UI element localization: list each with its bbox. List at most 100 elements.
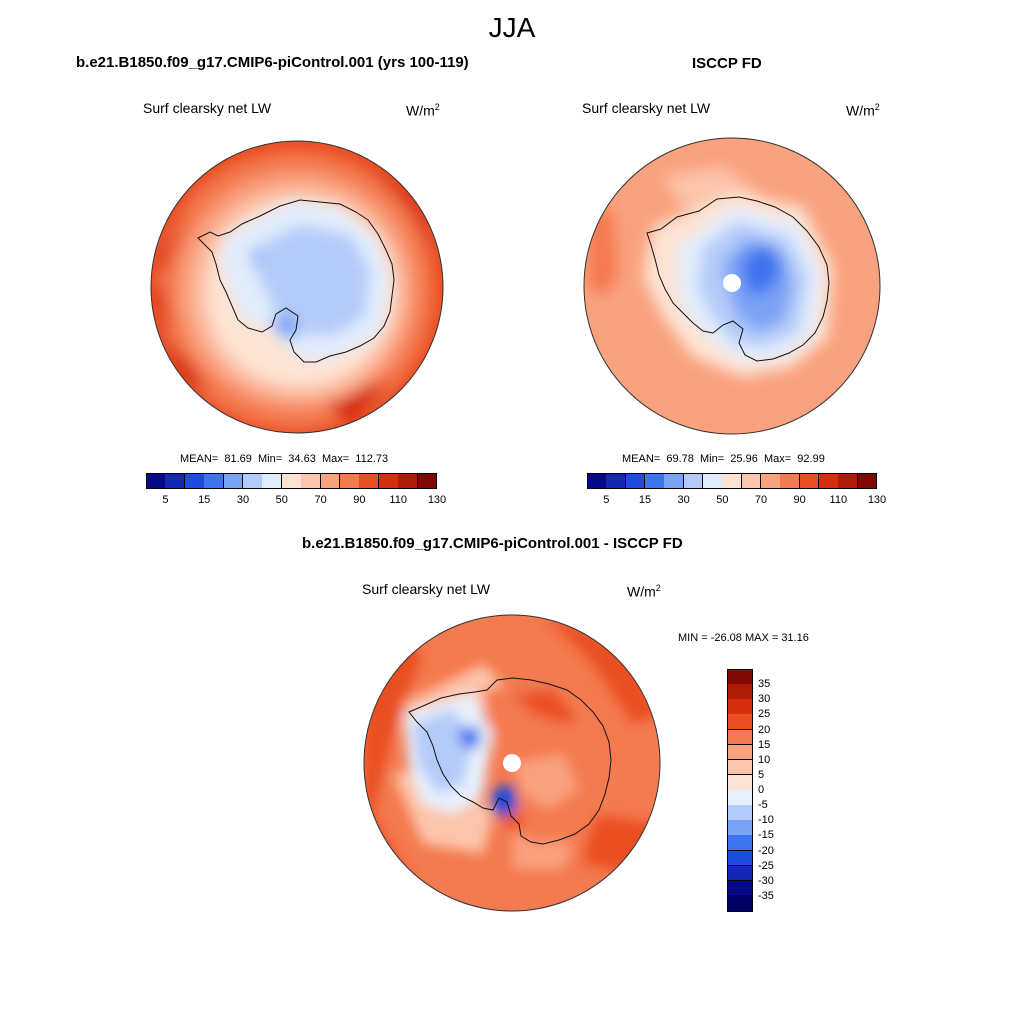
colorbar-diff-swatch xyxy=(727,820,753,836)
colorbar-diff-tick-label: 20 xyxy=(758,723,771,736)
colorbar-obs-swatch xyxy=(664,473,685,489)
colorbar-model-swatch xyxy=(146,473,166,489)
colorbar-model-swatch xyxy=(262,473,283,489)
panel-title-model: b.e21.B1850.f09_g17.CMIP6-piControl.001 … xyxy=(76,54,469,71)
coastline-obs xyxy=(646,196,830,362)
colorbar-model-swatch xyxy=(165,473,186,489)
colorbar-obs-swatch xyxy=(703,473,723,489)
colorbar-obs xyxy=(587,473,878,489)
colorbar-obs-swatch xyxy=(741,473,762,489)
colorbar-obs-tick-label: 5 xyxy=(603,494,610,506)
colorbar-diff-swatch xyxy=(727,835,753,851)
colorbar-model-tick-label: 30 xyxy=(236,494,250,506)
colorbar-diff-swatch xyxy=(727,669,753,685)
colorbar-diff-swatch xyxy=(727,684,753,700)
colorbar-model-swatch xyxy=(417,473,438,489)
missing-data-pole xyxy=(723,274,741,292)
stats-diff: MIN = -26.08 MAX = 31.16 xyxy=(678,632,809,644)
colorbar-labels-model: 5 15 30 50 70 90 110 130 xyxy=(146,494,446,510)
colorbar-diff-swatch xyxy=(727,774,753,791)
colorbar-model-tick-label: 130 xyxy=(427,494,447,506)
colorbar-obs-tick-label: 70 xyxy=(754,494,768,506)
colorbar-model-swatch xyxy=(204,473,225,489)
variable-label-model: Surf clearsky net LW xyxy=(143,100,272,116)
colorbar-model-swatch xyxy=(398,473,419,489)
colorbar-model-swatch xyxy=(301,473,322,489)
variable-label-diff: Surf clearsky net LW xyxy=(362,581,491,597)
colorbar-obs-swatch xyxy=(645,473,665,489)
colorbar-diff-tick-label: 25 xyxy=(758,708,771,721)
colorbar-diff-tick-label: -30 xyxy=(758,874,774,887)
panel-title-obs: ISCCP FD xyxy=(692,55,762,72)
units-label-obs: W/m2 xyxy=(846,102,880,119)
season-title: JJA xyxy=(488,12,536,43)
colorbar-diff-tick-label: -20 xyxy=(758,844,774,857)
colorbar-obs-swatch xyxy=(683,473,704,489)
colorbar-obs-swatch xyxy=(819,473,839,489)
polar-map-obs xyxy=(583,137,881,435)
colorbar-obs-swatch xyxy=(625,473,646,489)
colorbar-diff-swatch xyxy=(727,790,753,806)
colorbar-model-swatch xyxy=(223,473,244,489)
colorbar-model-swatch xyxy=(281,473,302,489)
colorbar-diff-swatch xyxy=(727,744,753,761)
colorbar-diff-tick-label: -35 xyxy=(758,889,774,902)
colorbar-diff-tick-label: 5 xyxy=(758,768,765,781)
colorbar-model-swatch xyxy=(184,473,205,489)
stats-obs: MEAN= 69.78 Min= 25.96 Max= 92.99 xyxy=(622,453,825,465)
colorbar-model-swatch xyxy=(243,473,263,489)
colorbar-diff-swatch xyxy=(727,759,753,776)
colorbar-diff-tick-label: 30 xyxy=(758,693,771,706)
colorbar-diff-swatch xyxy=(727,865,753,882)
colorbar-diff-swatch xyxy=(727,805,753,821)
colorbar-obs-swatch xyxy=(587,473,607,489)
colorbar-model xyxy=(146,473,438,489)
colorbar-obs-tick-label: 15 xyxy=(638,494,652,506)
colorbar-diff-swatch xyxy=(727,699,753,715)
colorbar-obs-tick-label: 30 xyxy=(677,494,690,506)
colorbar-model-swatch xyxy=(359,473,380,489)
colorbar-model-tick-label: 5 xyxy=(162,494,169,506)
colorbar-diff-swatch xyxy=(727,895,753,912)
colorbar-model-tick-label: 110 xyxy=(389,494,407,506)
colorbar-diff-swatch xyxy=(727,714,753,730)
colorbar-obs-swatch xyxy=(722,473,743,489)
colorbar-diff-tick-label: 0 xyxy=(758,784,765,796)
variable-label-obs: Surf clearsky net LW xyxy=(582,100,711,116)
stats-model: MEAN= 81.69 Min= 34.63 Max= 112.73 xyxy=(180,453,389,465)
colorbar-diff-swatch xyxy=(727,880,753,897)
colorbar-diff xyxy=(727,669,753,912)
units-label-model: W/m2 xyxy=(406,102,440,119)
colorbar-diff-tick-label: 10 xyxy=(758,753,771,766)
colorbar-obs-tick-label: 130 xyxy=(867,494,887,506)
colorbar-obs-tick-label: 110 xyxy=(829,494,848,506)
colorbar-diff-swatch xyxy=(727,850,753,867)
colorbar-obs-tick-label: 50 xyxy=(716,494,729,506)
polar-map-model xyxy=(150,140,444,434)
colorbar-model-tick-label: 50 xyxy=(275,494,288,506)
panel-title-diff: b.e21.B1850.f09_g17.CMIP6-piControl.001 … xyxy=(302,535,683,552)
colorbar-model-swatch xyxy=(320,473,341,489)
colorbar-obs-tick-label: 90 xyxy=(793,494,806,506)
polar-map-diff xyxy=(363,614,661,912)
missing-data-pole-diff xyxy=(503,754,521,772)
colorbar-labels-diff: 35 30 25 20 15 10 5 0 -5 -10 -15 -20 -25 -30 -35 xyxy=(758,669,798,911)
colorbar-model-tick-label: 70 xyxy=(314,494,327,506)
colorbar-diff-tick-label: 35 xyxy=(758,678,771,691)
colorbar-diff-tick-label: -15 xyxy=(758,829,774,842)
colorbar-model-tick-label: 15 xyxy=(198,494,211,506)
colorbar-model-swatch xyxy=(340,473,360,489)
colorbar-diff-tick-label: -5 xyxy=(758,799,768,812)
colorbar-diff-tick-label: 15 xyxy=(758,738,771,751)
colorbar-model-swatch xyxy=(378,473,399,489)
colorbar-diff-tick-label: -25 xyxy=(758,859,774,872)
colorbar-obs-swatch xyxy=(799,473,820,489)
colorbar-obs-swatch xyxy=(606,473,627,489)
coastline-model xyxy=(197,199,395,363)
colorbar-diff-tick-label: -10 xyxy=(758,814,774,827)
colorbar-obs-swatch xyxy=(761,473,781,489)
colorbar-obs-swatch xyxy=(780,473,801,489)
colorbar-obs-swatch xyxy=(857,473,878,489)
colorbar-obs-swatch xyxy=(838,473,859,489)
colorbar-diff-swatch xyxy=(727,729,753,746)
